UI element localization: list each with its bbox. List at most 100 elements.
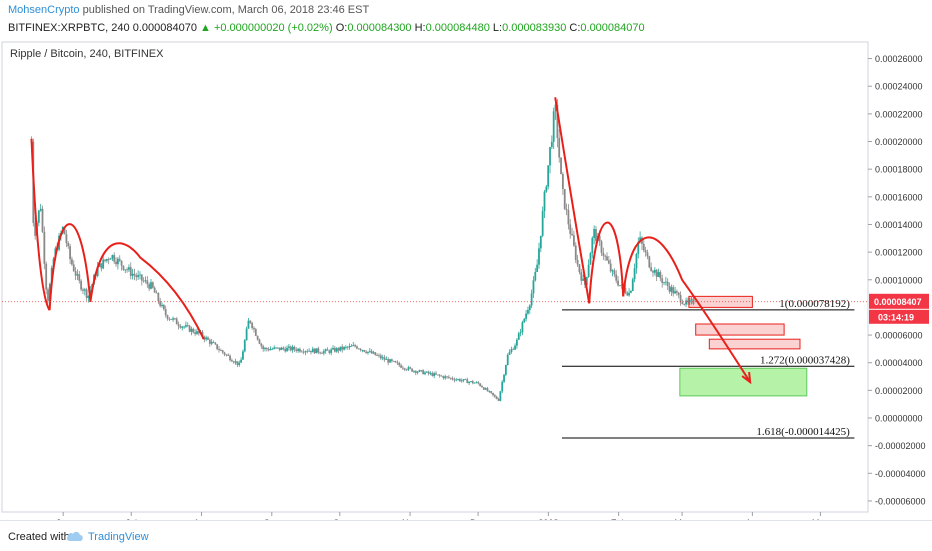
candle-body (164, 309, 167, 316)
y-tick-label: 0.00000000 (875, 414, 923, 424)
candle-body (168, 318, 171, 320)
candle-body (194, 332, 197, 334)
candle-body (688, 300, 691, 303)
candle-body (473, 382, 476, 384)
candle-body (131, 273, 134, 276)
high-value: 0.000084480 (425, 22, 490, 34)
candle-body (690, 299, 693, 301)
publish-info: published on TradingView.com, March 06, … (82, 4, 370, 16)
header: MohsenCrypto published on TradingView.co… (0, 0, 932, 40)
candle-body (493, 395, 496, 397)
candle-body (286, 347, 288, 352)
annotations (30, 97, 752, 385)
candle-body (414, 370, 417, 373)
candle-body (85, 289, 88, 298)
candle-body (78, 274, 81, 281)
current-price: 0.00008407 03:14:19 (2, 293, 929, 324)
candle-body (668, 286, 671, 292)
candle-body (422, 370, 425, 375)
candle-body (442, 376, 445, 379)
candle-body (37, 210, 40, 223)
created-with: Created with (8, 531, 70, 543)
price-chart[interactable]: Ripple / Bitcoin, 240, BITFINEX 1(0.0000… (0, 40, 932, 520)
candle-body (550, 141, 553, 148)
candle-body (657, 272, 660, 277)
candle-body (464, 379, 467, 380)
candle-body (385, 359, 388, 360)
candle-body (460, 380, 463, 382)
candle-body (446, 376, 448, 378)
candle-body (348, 345, 351, 348)
candle-body (128, 267, 130, 270)
candle-body (639, 237, 642, 242)
candle-body (376, 355, 379, 356)
candle-body (71, 259, 73, 265)
candle-body (541, 211, 544, 236)
candle-body (229, 355, 231, 361)
candle-body (659, 272, 662, 279)
candle-body (368, 350, 371, 352)
candle-body (666, 281, 669, 287)
candle-body (118, 258, 121, 261)
low-value: 0.000083930 (502, 22, 567, 34)
y-tick-label: 0.00004000 (875, 358, 923, 368)
y-tick-label: 0.00010000 (875, 275, 923, 285)
candle-body (543, 191, 546, 212)
candle-body (578, 264, 581, 273)
candle-body (67, 243, 70, 247)
candle-body (635, 253, 638, 269)
candle-body (253, 328, 255, 330)
candle-body (438, 374, 441, 376)
arc-curve (48, 223, 92, 311)
x-tick-label: 2018 (538, 518, 558, 520)
candle-body (341, 346, 344, 350)
candle-body (275, 347, 277, 349)
candle-body (139, 274, 141, 276)
candle-body (159, 301, 162, 307)
candle-body (269, 349, 272, 351)
candle-body (527, 310, 529, 314)
candle-body (466, 379, 469, 384)
candle-body (488, 391, 491, 392)
candle-body (631, 279, 634, 291)
candle-body (311, 348, 314, 353)
price-axis: 0.00026000 0.00024000 0.00022000 0.00020000… (868, 54, 926, 506)
x-tick-label: Sep (264, 518, 280, 520)
candle-body (356, 346, 358, 349)
candle-body (120, 260, 123, 266)
candle-body (517, 333, 520, 340)
countdown-label: 03:14:19 (878, 312, 914, 322)
candle-body (440, 375, 443, 377)
candle-body (140, 274, 143, 281)
candle-body (525, 313, 528, 319)
candle-body (449, 377, 452, 379)
candle-body (565, 208, 568, 211)
resistance-box (708, 338, 801, 350)
candle-body (87, 295, 90, 298)
candle-body (319, 352, 322, 354)
candle-body (552, 111, 555, 142)
candle-body (398, 362, 401, 366)
candle-body (383, 357, 386, 360)
fib-levels: 1(0.000078192) 1.272(0.000037428) 1.618(-0… (561, 298, 855, 439)
candle-body (357, 348, 360, 350)
candle-body (280, 347, 283, 350)
candle-body (681, 302, 684, 305)
candle-body (162, 304, 165, 310)
candle-body (218, 349, 220, 351)
candle-body (207, 337, 209, 340)
author-link[interactable]: MohsenCrypto (8, 4, 80, 16)
candle-body (379, 355, 382, 359)
candle-body (330, 349, 333, 353)
candle-body (137, 275, 140, 278)
candle-body (317, 348, 320, 353)
candle-body (495, 396, 498, 399)
candle-body (295, 349, 298, 351)
tradingview-link[interactable]: TradingView (88, 531, 149, 543)
candle-body (435, 373, 437, 375)
candle-body (278, 347, 281, 350)
candle-body (692, 299, 695, 305)
y-tick-label: 0.00002000 (875, 386, 923, 396)
close-label: C: (569, 22, 581, 34)
x-tick-label: Nov (402, 518, 419, 520)
